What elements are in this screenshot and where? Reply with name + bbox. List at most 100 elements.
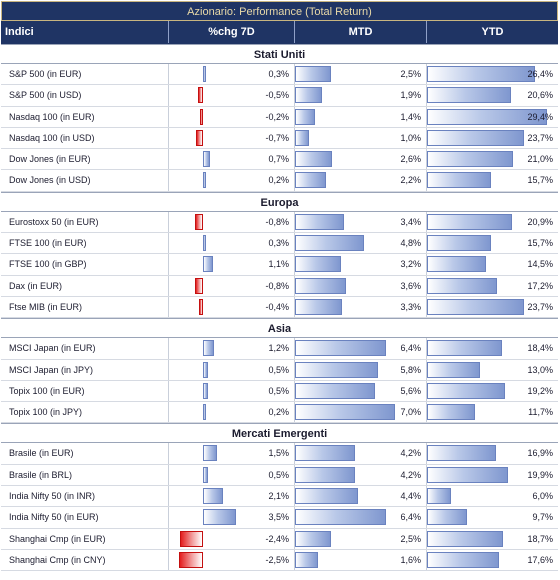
mtd-cell: 4,4% <box>294 486 426 507</box>
chg7d-cell: 0,5% <box>168 464 294 486</box>
mtd-value: 3,4% <box>400 216 421 227</box>
index-name-cell: Shanghai Cmp (in EUR) <box>1 529 168 549</box>
chg7d-cell: -2,4% <box>168 528 294 549</box>
chg7d-value: -0,4% <box>265 301 289 312</box>
mtd-data-bar <box>295 235 364 252</box>
ytd-data-bar <box>427 87 512 104</box>
mtd-data-bar <box>295 87 323 104</box>
ytd-cell: 17,2% <box>426 275 558 296</box>
mtd-cell: 1,6% <box>294 549 426 571</box>
table-row: India Nifty 50 (in EUR) 3,5% 6,4% 9,7% <box>1 507 558 529</box>
mtd-data-bar <box>295 108 315 125</box>
index-name-cell: FTSE 100 (in EUR) <box>1 233 168 253</box>
mtd-data-bar <box>295 129 310 146</box>
index-name: Dax (in EUR) <box>9 280 63 291</box>
table-row: MSCI Japan (in JPY) 0,5% 5,8% 13,0% <box>1 359 558 381</box>
table-row: S&P 500 (in USD) -0,5% 1,9% 20,6% <box>1 85 558 107</box>
chg7d-cell: 1,1% <box>168 254 294 275</box>
ytd-value: 20,6% <box>527 90 553 101</box>
chg7d-cell: 1,5% <box>168 443 294 464</box>
chg7d-data-bar <box>203 488 223 505</box>
ytd-data-bar <box>427 340 503 357</box>
index-name: Shanghai Cmp (in EUR) <box>9 533 106 544</box>
mtd-cell: 2,5% <box>294 528 426 549</box>
chg7d-cell: -0,5% <box>168 85 294 106</box>
mtd-value: 4,2% <box>400 448 421 459</box>
index-name: Nasdaq 100 (in EUR) <box>9 111 95 122</box>
mtd-data-bar <box>295 66 331 82</box>
table-row: Eurostoxx 50 (in EUR) -0,8% 3,4% 20,9% <box>1 211 558 234</box>
section-header: Stati Uniti <box>1 44 558 64</box>
mtd-value: 4,8% <box>400 238 421 249</box>
ytd-data-bar <box>427 361 481 378</box>
ytd-cell: 20,6% <box>426 85 558 106</box>
ytd-cell: 19,9% <box>426 464 558 486</box>
chg7d-cell: 0,2% <box>168 402 294 423</box>
table-row: India Nifty 50 (in INR) 2,1% 4,4% 6,0% <box>1 486 558 508</box>
mtd-value: 2,2% <box>400 175 421 186</box>
ytd-cell: 9,7% <box>426 507 558 528</box>
mtd-cell: 3,3% <box>294 296 426 318</box>
header-indici: Indici <box>5 26 34 38</box>
mtd-cell: 4,8% <box>294 233 426 254</box>
index-name: Dow Jones (in EUR) <box>9 154 91 165</box>
chg7d-cell: -0,8% <box>168 275 294 296</box>
ytd-cell: 14,5% <box>426 254 558 275</box>
mtd-value: 2,5% <box>400 533 421 544</box>
mtd-value: 7,0% <box>400 407 421 418</box>
ytd-cell: 11,7% <box>426 402 558 423</box>
chg7d-value: 1,5% <box>268 448 289 459</box>
mtd-cell: 1,4% <box>294 106 426 127</box>
index-name-cell: S&P 500 (in EUR) <box>1 64 168 84</box>
ytd-value: 17,6% <box>527 554 553 565</box>
mtd-data-bar <box>295 530 331 547</box>
mtd-value: 5,8% <box>400 364 421 375</box>
index-name: MSCI Japan (in EUR) <box>9 343 96 354</box>
chg7d-cell: -0,7% <box>168 127 294 149</box>
table-row: FTSE 100 (in EUR) 0,3% 4,8% 15,7% <box>1 233 558 255</box>
index-name: MSCI Japan (in JPY) <box>9 364 94 375</box>
mtd-data-bar <box>295 445 355 462</box>
chg7d-cell: 0,5% <box>168 380 294 402</box>
mtd-cell: 1,0% <box>294 127 426 149</box>
ytd-data-bar <box>427 151 513 168</box>
ytd-data-bar <box>427 129 524 146</box>
ytd-value: 18,7% <box>527 533 553 544</box>
ytd-data-bar <box>427 108 547 125</box>
index-name-cell: Shanghai Cmp (in CNY) <box>1 550 168 570</box>
chg7d-data-bar <box>180 530 203 547</box>
chg7d-cell: 0,3% <box>168 64 294 85</box>
chg7d-cell: 2,1% <box>168 486 294 507</box>
ytd-cell: 21,0% <box>426 149 558 170</box>
mtd-cell: 3,2% <box>294 254 426 275</box>
index-name: India Nifty 50 (in EUR) <box>9 512 99 523</box>
index-name-cell: MSCI Japan (in EUR) <box>1 338 168 358</box>
table-row: FTSE 100 (in GBP) 1,1% 3,2% 14,5% <box>1 254 558 276</box>
ytd-cell: 18,7% <box>426 528 558 549</box>
chg7d-value: -2,4% <box>265 533 289 544</box>
chg7d-value: 0,2% <box>268 175 289 186</box>
ytd-cell: 18,4% <box>426 338 558 359</box>
header-ytd: YTD <box>426 21 558 43</box>
index-name-cell: Ftse MIB (in EUR) <box>1 297 168 317</box>
mtd-data-bar <box>295 361 378 378</box>
mtd-data-bar <box>295 298 343 315</box>
chg7d-cell: 0,5% <box>168 359 294 380</box>
index-name-cell: Dow Jones (in EUR) <box>1 149 168 169</box>
table-row: Nasdaq 100 (in EUR) -0,2% 1,4% 29,4% <box>1 106 558 128</box>
mtd-value: 6,4% <box>400 512 421 523</box>
mtd-data-bar <box>295 382 375 399</box>
chg7d-data-bar <box>195 213 203 230</box>
ytd-cell: 16,9% <box>426 443 558 464</box>
ytd-data-bar <box>427 235 492 252</box>
table-row: Brasile (in BRL) 0,5% 4,2% 19,9% <box>1 464 558 487</box>
chg7d-data-bar <box>199 298 203 315</box>
index-name: Brasile (in EUR) <box>9 448 74 459</box>
chg7d-data-bar <box>203 235 206 252</box>
ytd-data-bar <box>427 530 504 547</box>
section-header: Europa <box>1 191 558 212</box>
index-name-cell: MSCI Japan (in JPY) <box>1 360 168 380</box>
header-chg7d: %chg 7D <box>168 21 294 43</box>
mtd-value: 1,6% <box>400 554 421 565</box>
ytd-value: 21,0% <box>527 154 553 165</box>
